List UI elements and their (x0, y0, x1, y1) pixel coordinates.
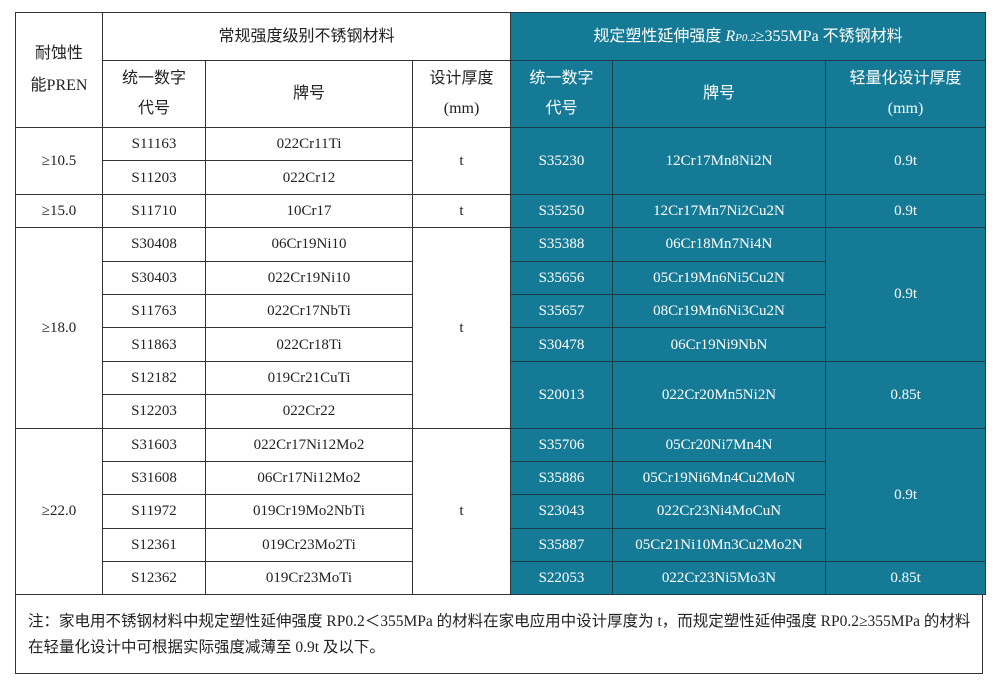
code-cell: S11710 (102, 193, 206, 229)
grade-cell: 022Cr18Ti (205, 327, 413, 362)
code-cell: S11863 (102, 327, 206, 362)
design-thickness-cell: t (411, 193, 512, 229)
pren-cell: ≥10.5 (15, 127, 103, 195)
header-high-grade: 牌号 (612, 60, 827, 128)
high-code-cell: S22053 (510, 561, 614, 596)
high-grade-cell: 06Cr18Mn7Ni4N (612, 227, 827, 262)
header-high-symbol: R (725, 27, 736, 45)
header-grade: 牌号 (205, 60, 413, 128)
table-row: ≥18.0 S30408 06Cr19Ni10 t S35388 06Cr18Mn7Ni4… (15, 227, 987, 429)
code-cell: S30403 (102, 260, 206, 295)
pren-cell: ≥22.0 (15, 427, 103, 596)
code-cell: S12362 (102, 561, 206, 596)
grade-cell: 022Cr17Ni12Mo2 (205, 427, 413, 462)
light-thickness-cell: 0.9t (825, 227, 987, 362)
high-code-cell: S35657 (510, 293, 614, 329)
high-grade-cell: 022Cr23Ni4MoCuN (612, 494, 827, 529)
table-row: S12182 019Cr21CuTi S20013 022Cr20Mn5Ni2N 0.8… (16, 360, 987, 429)
high-code-cell: S30478 (510, 327, 614, 362)
header-high-sub: P0.2 (735, 31, 756, 44)
high-grade-cell: 05Cr20Ni7Mn4N (612, 427, 827, 462)
grade-cell: 022Cr17NbTi (205, 293, 413, 329)
materials-table-container: 耐蚀性能PREN 常规强度级别不锈钢材料 规定塑性延伸强度 RP0.2≥355M… (15, 12, 987, 596)
grade-cell: 019Cr21CuTi (205, 360, 413, 396)
high-code-cell: S35886 (510, 460, 614, 496)
high-code-cell: S35706 (510, 427, 614, 462)
code-cell: S12182 (102, 360, 206, 396)
light-thickness-cell: 0.9t (825, 193, 987, 229)
high-grade-cell: 06Cr19Ni9NbN (612, 327, 827, 362)
grade-cell: 022Cr22 (205, 394, 413, 429)
header-high-strength-group: 规定塑性延伸强度 RP0.2≥355MPa 不锈钢材料 (510, 12, 987, 61)
grade-cell: 022Cr12 (205, 160, 413, 195)
grade-cell: 06Cr17Ni12Mo2 (205, 460, 413, 496)
code-cell: S30408 (102, 227, 206, 262)
header-code: 统一数字代号 (102, 60, 206, 128)
table-body: ≥10.5 S11163 022Cr11Ti t S35230 12Cr17Mn8Ni2N… (15, 126, 987, 596)
code-cell: S31603 (102, 427, 206, 462)
grade-cell: 022Cr11Ti (205, 126, 413, 162)
design-thickness-cell: t (411, 227, 512, 429)
code-cell: S11163 (102, 126, 206, 162)
design-thickness-cell: t (411, 127, 512, 195)
high-code-cell: S35250 (510, 193, 614, 229)
table-row: S30403 022Cr19Ni10 S35656 05Cr19Mn6Ni5Cu2N (16, 260, 986, 295)
header-high-prefix: 规定塑性延伸强度 (593, 27, 726, 45)
header-normal-group: 常规强度级别不锈钢材料 (101, 12, 512, 61)
high-code-cell: S23043 (510, 494, 614, 529)
light-thickness-cell: 0.9t (825, 127, 987, 195)
grade-cell: 019Cr23Mo2Ti (205, 527, 413, 563)
table-row: S12362 019Cr23MoTi S22053 022Cr23Ni5Mo3N 0.8… (16, 561, 987, 596)
table-row: S11863 022Cr18Ti S30478 06Cr19Ni9NbN (16, 327, 986, 362)
high-grade-cell: 05Cr19Ni6Mn4Cu2MoN (612, 460, 827, 496)
table-row: S12361 019Cr23Mo2Ti S35887 05Cr21Ni10Mn3Cu2… (16, 527, 986, 563)
table-row: S11972 019Cr19Mo2NbTi S23043 022Cr23Ni4MoCu… (16, 494, 986, 529)
high-code-cell: S20013 (510, 360, 614, 429)
high-grade-cell: 022Cr20Mn5Ni2N (612, 360, 827, 429)
pren-cell: ≥18.0 (15, 227, 103, 429)
code-cell: S11972 (102, 494, 206, 529)
grade-cell: 06Cr19Ni10 (205, 227, 413, 262)
code-cell: S11763 (102, 293, 206, 329)
high-grade-cell: 05Cr19Mn6Ni5Cu2N (612, 260, 827, 295)
table-row: ≥22.0 S31603 022Cr17Ni12Mo2 t S35706 05Cr20Ni… (15, 427, 987, 596)
high-grade-cell: 12Cr17Mn7Ni2Cu2N (612, 193, 827, 229)
footnote: 注：家电用不锈钢材料中规定塑性延伸强度 RP0.2＜355MPa 的材料在家电应… (15, 595, 983, 674)
header-high-suffix: ≥355MPa 不锈钢材料 (755, 27, 903, 45)
light-thickness-cell: 0.85t (825, 561, 987, 596)
materials-table: 耐蚀性能PREN 常规强度级别不锈钢材料 规定塑性延伸强度 RP0.2≥355M… (15, 12, 987, 596)
high-grade-cell: 022Cr23Ni5Mo3N (612, 561, 827, 596)
high-grade-cell: 05Cr21Ni10Mn3Cu2Mo2N (612, 527, 827, 563)
high-grade-cell: 08Cr19Mn6Ni3Cu2N (612, 293, 827, 329)
high-grade-cell: 12Cr17Mn8Ni2N (612, 127, 827, 195)
table-row: S11203 022Cr12 (16, 160, 986, 195)
light-thickness-cell: 0.9t (825, 427, 987, 563)
header-pren: 耐蚀性能PREN (15, 12, 103, 128)
table-row: S11763 022Cr17NbTi S35657 08Cr19Mn6Ni3Cu2N (16, 293, 986, 329)
table-row: ≥10.5 S11163 022Cr11Ti t S35230 12Cr17Mn8Ni2N… (15, 126, 987, 195)
grade-cell: 019Cr19Mo2NbTi (205, 494, 413, 529)
code-cell: S12203 (102, 394, 206, 429)
code-cell: S31608 (102, 460, 206, 496)
code-cell: S11203 (102, 160, 206, 195)
high-code-cell: S35388 (510, 227, 614, 262)
grade-cell: 019Cr23MoTi (205, 561, 413, 596)
high-code-cell: S35230 (510, 127, 614, 195)
header-light-thickness: 轻量化设计厚度(mm) (825, 60, 987, 128)
grade-cell: 022Cr19Ni10 (205, 260, 413, 295)
design-thickness-cell: t (411, 427, 512, 596)
header-high-code: 统一数字代号 (510, 60, 614, 128)
high-code-cell: S35656 (510, 260, 614, 295)
high-code-cell: S35887 (510, 527, 614, 563)
pren-cell: ≥15.0 (15, 193, 103, 229)
code-cell: S12361 (102, 527, 206, 563)
light-thickness-cell: 0.85t (825, 360, 987, 429)
header-design-thickness: 设计厚度(mm) (411, 60, 512, 128)
grade-cell: 10Cr17 (205, 193, 413, 229)
table-row: ≥15.0 S11710 10Cr17 t S35250 12Cr17Mn7Ni2Cu2N… (15, 193, 987, 229)
